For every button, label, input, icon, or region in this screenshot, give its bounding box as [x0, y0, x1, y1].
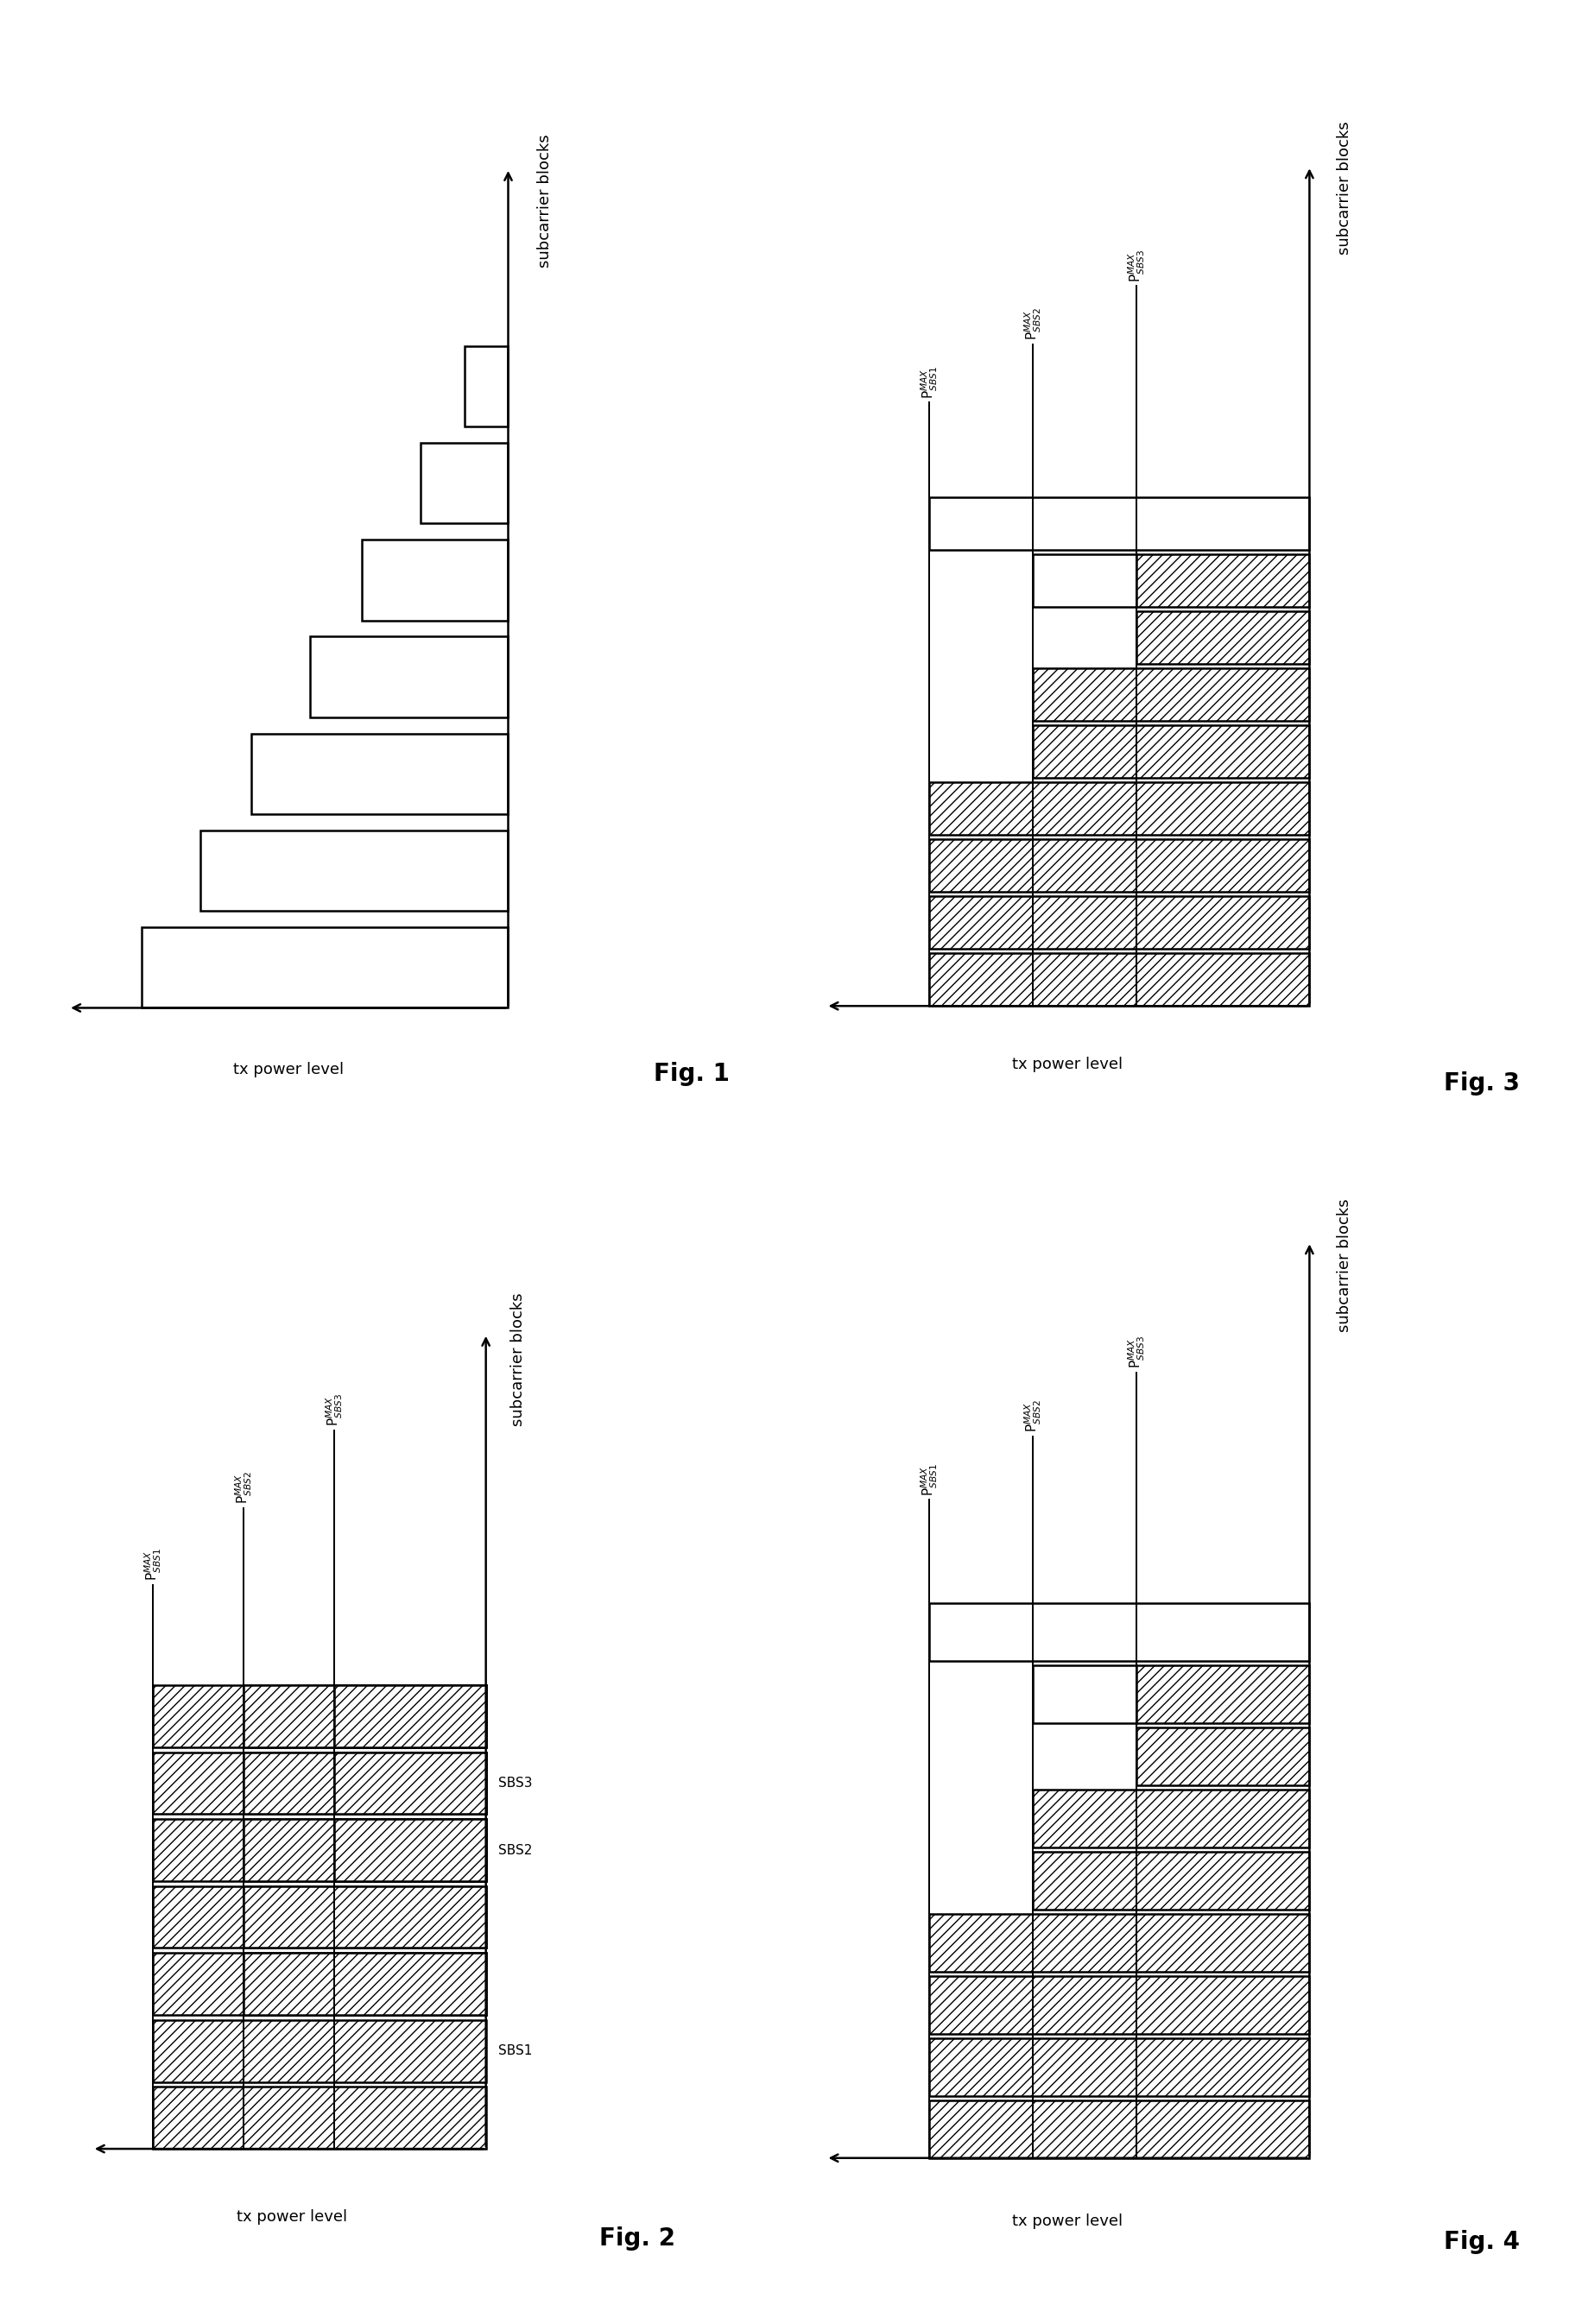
Bar	[1033, 555, 1136, 607]
Bar	[929, 1604, 1308, 1662]
Bar	[929, 953, 1308, 1006]
Bar	[153, 1685, 486, 1748]
Bar	[1136, 611, 1308, 665]
Bar	[244, 1752, 486, 1815]
Text: SBS2: SBS2	[498, 1843, 532, 1857]
Bar	[244, 1952, 486, 2015]
Text: P$^{MAX}_{SBS3}$: P$^{MAX}_{SBS3}$	[324, 1394, 345, 1427]
Bar	[153, 1952, 486, 2015]
Text: Fig. 1: Fig. 1	[653, 1062, 729, 1085]
Bar	[929, 897, 1308, 948]
Text: Fig. 3: Fig. 3	[1443, 1071, 1519, 1097]
Bar	[361, 539, 508, 621]
Bar	[153, 2087, 486, 2150]
Text: subcarrier blocks: subcarrier blocks	[1337, 1199, 1353, 1332]
Text: subcarrier blocks: subcarrier blocks	[538, 135, 552, 267]
Text: tx power level: tx power level	[233, 1062, 343, 1078]
Bar	[153, 1752, 486, 1815]
Text: subcarrier blocks: subcarrier blocks	[509, 1292, 525, 1427]
Bar	[464, 346, 508, 428]
Bar	[153, 2020, 486, 2082]
Bar	[153, 1887, 486, 1948]
Text: P$^{MAX}_{SBS1}$: P$^{MAX}_{SBS1}$	[142, 1548, 163, 1580]
Text: Fig. 4: Fig. 4	[1443, 2229, 1519, 2254]
Bar	[244, 1887, 486, 1948]
Bar	[334, 1685, 486, 1748]
Bar	[1033, 1852, 1308, 1910]
Bar	[334, 1820, 486, 1880]
Bar	[1033, 1666, 1136, 1722]
Text: SBS3: SBS3	[498, 1778, 532, 1789]
Bar	[334, 1752, 486, 1815]
Text: tx power level: tx power level	[237, 2208, 346, 2224]
Bar	[252, 734, 508, 813]
Bar	[929, 1975, 1308, 2034]
Text: P$^{MAX}_{SBS3}$: P$^{MAX}_{SBS3}$	[1126, 249, 1147, 281]
Bar	[1136, 1727, 1308, 1785]
Bar	[201, 830, 508, 911]
Bar	[929, 783, 1308, 834]
Bar	[1136, 555, 1308, 607]
Text: P$^{MAX}_{SBS2}$: P$^{MAX}_{SBS2}$	[234, 1471, 253, 1504]
Bar	[929, 497, 1308, 551]
Bar	[1033, 1789, 1308, 1848]
Text: Fig. 2: Fig. 2	[600, 2226, 676, 2250]
Text: P$^{MAX}_{SBS2}$: P$^{MAX}_{SBS2}$	[1022, 1399, 1043, 1432]
Bar	[929, 1915, 1308, 1971]
Bar	[929, 2101, 1308, 2159]
Bar	[141, 927, 508, 1009]
Text: P$^{MAX}_{SBS2}$: P$^{MAX}_{SBS2}$	[1022, 307, 1043, 342]
Bar	[929, 2038, 1308, 2096]
Bar	[1136, 1666, 1308, 1722]
Bar	[310, 637, 508, 718]
Text: tx power level: tx power level	[1012, 2215, 1122, 2229]
Bar	[929, 839, 1308, 892]
Text: P$^{MAX}_{SBS1}$: P$^{MAX}_{SBS1}$	[919, 367, 940, 400]
Bar	[1033, 669, 1308, 720]
Text: SBS1: SBS1	[498, 2045, 532, 2057]
Text: tx power level: tx power level	[1012, 1057, 1122, 1074]
Text: P$^{MAX}_{SBS1}$: P$^{MAX}_{SBS1}$	[919, 1464, 940, 1497]
Bar	[244, 1820, 486, 1880]
Bar	[153, 1820, 486, 1880]
Bar	[1033, 725, 1308, 779]
Text: subcarrier blocks: subcarrier blocks	[1337, 121, 1353, 256]
Bar	[244, 1685, 486, 1748]
Bar	[419, 444, 508, 523]
Text: P$^{MAX}_{SBS3}$: P$^{MAX}_{SBS3}$	[1126, 1336, 1147, 1369]
